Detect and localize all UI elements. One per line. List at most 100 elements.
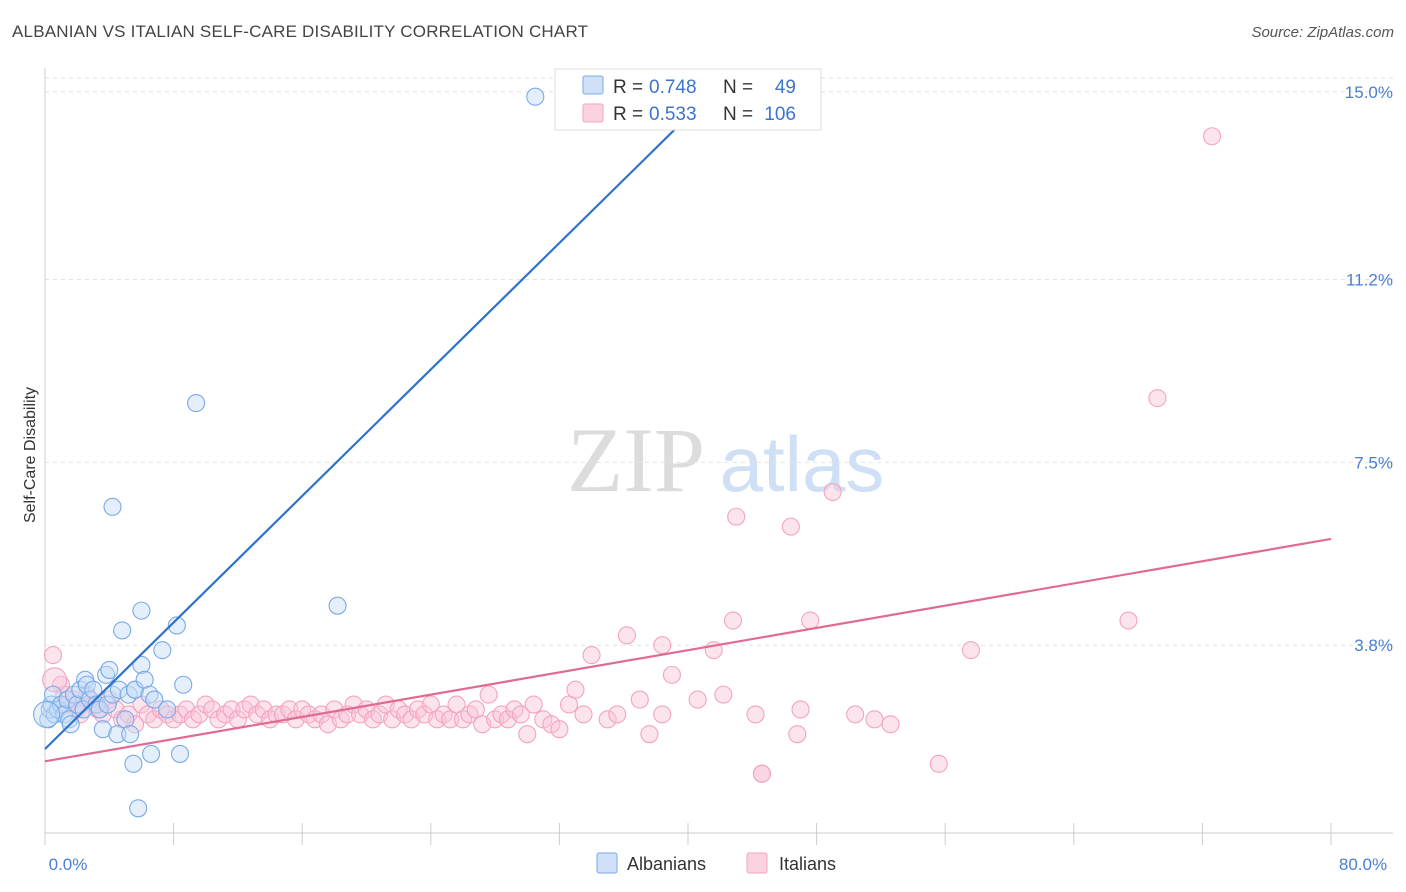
y-tick-label: 15.0% <box>1345 83 1393 102</box>
legend-r-label-italians: R = <box>613 104 643 125</box>
italians-point <box>479 685 498 704</box>
trend-lines <box>44 115 1332 763</box>
albanians-point <box>158 700 177 719</box>
grid-lines <box>45 77 1393 646</box>
albanians-trend-line <box>44 115 689 750</box>
albanians-point <box>108 725 127 744</box>
italians-point <box>714 685 733 704</box>
albanians-point <box>125 680 145 699</box>
bottom-legend-label-italians: Italians <box>779 854 836 874</box>
italians-point <box>42 667 68 693</box>
italians-trend-line <box>44 537 1332 763</box>
albanians-point <box>174 675 193 694</box>
albanians-point <box>170 744 190 763</box>
albanians-point <box>109 680 128 699</box>
albanians-point <box>328 596 347 615</box>
italians-point <box>550 720 569 739</box>
albanians-point <box>135 670 154 689</box>
y-tick-label: 11.2% <box>1346 271 1393 290</box>
albanians-point <box>84 680 103 699</box>
italians-point <box>929 754 948 773</box>
italians-point <box>640 725 659 744</box>
italians-point <box>653 636 672 655</box>
italians-point <box>1148 389 1167 408</box>
italians-point <box>617 626 636 645</box>
italians-point <box>881 715 900 734</box>
italians-point <box>723 611 743 630</box>
y-tick-label: 7.5% <box>1354 453 1393 472</box>
watermark-atlas: atlas <box>720 420 885 508</box>
chart-title: ALBANIAN VS ITALIAN SELF-CARE DISABILITY… <box>12 22 589 41</box>
legend-r-value-italians: 0.533 <box>649 104 697 125</box>
albanians-points <box>33 87 545 818</box>
legend-n-label-albanians: N = <box>723 77 753 98</box>
italians-point <box>582 646 601 665</box>
y-axis-label: Self-Care Disability <box>22 387 39 523</box>
italians-point <box>630 690 649 709</box>
italians-point <box>823 482 842 502</box>
x-tick-min: 0.0% <box>49 855 88 874</box>
italians-point <box>566 680 585 699</box>
albanians-point <box>124 754 143 773</box>
italians-point <box>524 695 543 714</box>
italians-point <box>1202 127 1222 146</box>
chart-source: Source: ZipAtlas.com <box>1251 24 1394 41</box>
albanians-point <box>121 725 140 744</box>
italians-point <box>727 507 746 526</box>
italians-point <box>865 710 884 729</box>
albanians-point <box>98 695 117 714</box>
legend-n-value-albanians: 49 <box>775 77 796 98</box>
albanians-point <box>55 705 74 724</box>
italians-points <box>42 127 1222 783</box>
italians-point <box>791 700 810 719</box>
stats-legend: R = 0.748 N = 49 R = 0.533 N = 106 <box>554 68 822 131</box>
legend-r-label-albanians: R = <box>613 77 643 98</box>
albanians-point <box>526 87 545 106</box>
albanians-point <box>187 394 206 413</box>
italians-point <box>846 705 865 724</box>
italians-point <box>781 517 800 536</box>
albanians-point <box>113 621 132 640</box>
axes: 3.8% 7.5% 11.2% 15.0% <box>44 68 1393 845</box>
legend-n-value-italians: 106 <box>764 104 796 125</box>
albanians-point <box>103 497 122 516</box>
x-tick-max: 80.0% <box>1339 855 1387 874</box>
legend-swatch-albanians <box>582 75 604 95</box>
albanians-point <box>129 799 148 818</box>
albanians-point <box>33 700 61 728</box>
italians-point <box>119 705 138 724</box>
italians-point <box>280 700 299 719</box>
albanians-point <box>132 655 151 675</box>
italians-point <box>746 705 765 724</box>
bottom-legend-swatch-italians <box>746 852 768 874</box>
albanians-point <box>100 660 119 679</box>
albanians-point <box>145 690 164 709</box>
albanians-point <box>97 665 116 684</box>
italians-point <box>518 725 537 744</box>
italians-point <box>125 715 145 734</box>
albanians-point <box>142 744 161 763</box>
legend-r-value-albanians: 0.748 <box>649 77 697 98</box>
italians-point <box>1119 611 1138 630</box>
italians-point <box>961 641 980 660</box>
watermark-zip: ZIP <box>567 409 705 511</box>
italians-point <box>608 705 627 724</box>
albanians-point <box>140 685 159 704</box>
italians-point <box>598 710 617 729</box>
italians-point <box>222 700 241 719</box>
albanians-point <box>116 710 135 729</box>
italians-point <box>788 725 807 744</box>
italians-point <box>662 665 681 684</box>
italians-point <box>801 611 820 630</box>
italians-point <box>653 705 672 724</box>
bottom-legend-swatch-albanians <box>596 852 618 874</box>
italians-point <box>511 705 530 724</box>
albanians-point <box>132 601 151 620</box>
legend-swatch-italians <box>582 103 604 123</box>
bottom-legend-label-albanians: Albanians <box>627 854 706 874</box>
albanians-point <box>93 720 112 739</box>
albanians-point <box>153 641 172 660</box>
series-legend: Albanians Italians <box>596 852 836 874</box>
italians-point <box>43 646 63 665</box>
